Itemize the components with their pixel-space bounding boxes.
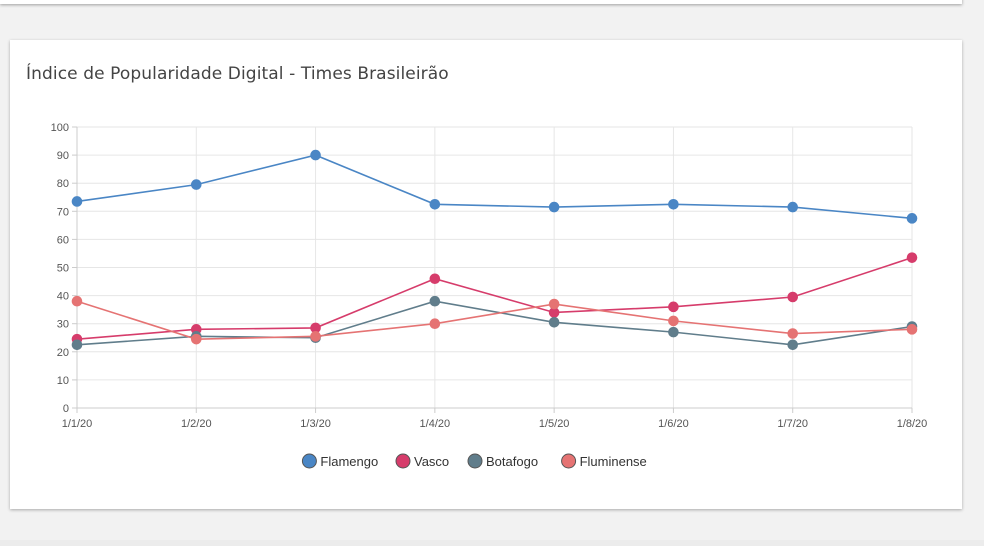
x-tick-label: 1/6/20 — [658, 418, 689, 430]
data-point[interactable] — [668, 326, 679, 338]
data-point[interactable] — [668, 301, 679, 313]
x-tick-label: 1/3/20 — [300, 418, 331, 430]
x-tick-label: 1/2/20 — [181, 418, 212, 430]
legend-marker[interactable] — [561, 453, 577, 469]
series-line — [76, 300, 913, 340]
x-tick-label: 1/4/20 — [420, 418, 451, 430]
data-point[interactable] — [668, 198, 679, 210]
y-tick-label: 60 — [57, 234, 69, 246]
legend-marker[interactable] — [467, 453, 483, 469]
data-point[interactable] — [429, 198, 441, 210]
data-point[interactable] — [787, 328, 799, 339]
data-point[interactable] — [787, 201, 799, 213]
legend-item-fluminense[interactable]: Fluminense — [561, 453, 647, 469]
data-point[interactable] — [668, 315, 679, 327]
series-line — [76, 300, 913, 346]
data-point[interactable] — [310, 331, 321, 342]
legend-label[interactable]: Fluminense — [580, 454, 647, 469]
data-point[interactable] — [71, 196, 83, 207]
y-tick-label: 40 — [57, 291, 69, 303]
y-tick-label: 30 — [57, 319, 69, 331]
data-point[interactable] — [71, 295, 83, 307]
grid — [76, 126, 913, 409]
data-point[interactable] — [787, 291, 799, 303]
x-tick-label: 1/8/20 — [897, 418, 928, 430]
data-point[interactable] — [787, 339, 799, 351]
data-point[interactable] — [71, 339, 83, 351]
series-line — [76, 154, 913, 220]
x-tick-label: 1/5/20 — [539, 418, 570, 430]
data-point[interactable] — [429, 273, 441, 285]
y-tick-label: 90 — [57, 150, 69, 162]
legend-item-botafogo[interactable]: Botafogo — [467, 453, 538, 469]
top-card-edge — [0, 0, 962, 4]
data-point[interactable] — [310, 149, 321, 161]
y-tick-label: 100 — [51, 122, 69, 134]
axes: 0 10 20 30 40 50 60 70 80 90 100 1/1/20 1/2/20 1/3/20… — [51, 122, 928, 430]
legend-label[interactable]: Vasco — [414, 454, 449, 469]
series-fluminense — [71, 295, 918, 345]
line-chart: 0 10 20 30 40 50 60 70 80 90 100 1/1/20 1/2/20 1/3/20… — [51, 122, 928, 469]
x-tick-label: 1/7/20 — [777, 418, 808, 430]
legend-item-vasco[interactable]: Vasco — [395, 453, 449, 469]
data-point[interactable] — [906, 252, 918, 263]
series-flamengo — [71, 149, 918, 224]
data-point[interactable] — [906, 324, 918, 335]
data-point[interactable] — [190, 333, 202, 345]
legend-marker[interactable] — [301, 453, 317, 469]
legend[interactable]: Flamengo Vasco Botafogo Fluminense — [301, 453, 647, 469]
legend-label[interactable]: Flamengo — [320, 454, 378, 469]
y-tick-label: 70 — [57, 206, 69, 218]
data-point[interactable] — [548, 298, 560, 310]
data-point[interactable] — [548, 201, 560, 213]
chart-card: Índice de Popularidade Digital - Times B… — [10, 40, 962, 509]
y-tick-label: 20 — [57, 347, 69, 359]
chart-title: Índice de Popularidade Digital - Times B… — [26, 64, 449, 84]
bottom-strip — [0, 540, 984, 546]
y-tick-label: 0 — [63, 403, 69, 415]
data-point[interactable] — [429, 295, 441, 307]
legend-item-flamengo[interactable]: Flamengo — [301, 453, 378, 469]
data-point[interactable] — [548, 316, 560, 328]
y-tick-label: 10 — [57, 375, 69, 387]
legend-marker[interactable] — [395, 453, 411, 469]
data-point[interactable] — [906, 213, 918, 224]
x-tick-label: 1/1/20 — [62, 418, 93, 430]
data-point[interactable] — [429, 318, 441, 330]
legend-label[interactable]: Botafogo — [486, 454, 538, 469]
y-tick-label: 80 — [57, 178, 69, 190]
series-layer — [71, 149, 918, 351]
data-point[interactable] — [190, 179, 202, 190]
series-line — [76, 256, 913, 340]
y-tick-label: 50 — [57, 263, 69, 275]
